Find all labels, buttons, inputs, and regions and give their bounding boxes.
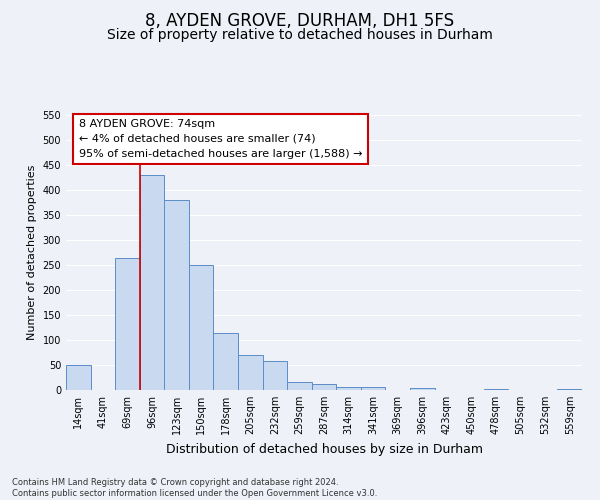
Bar — [484, 388, 508, 390]
Bar — [287, 382, 312, 390]
Bar — [66, 365, 91, 390]
Text: 8, AYDEN GROVE, DURHAM, DH1 5FS: 8, AYDEN GROVE, DURHAM, DH1 5FS — [145, 12, 455, 30]
Bar — [410, 388, 434, 390]
Bar — [312, 384, 336, 390]
Text: 8 AYDEN GROVE: 74sqm
← 4% of detached houses are smaller (74)
95% of semi-detach: 8 AYDEN GROVE: 74sqm ← 4% of detached ho… — [79, 119, 362, 158]
Bar — [164, 200, 189, 390]
Y-axis label: Number of detached properties: Number of detached properties — [27, 165, 37, 340]
X-axis label: Distribution of detached houses by size in Durham: Distribution of detached houses by size … — [166, 442, 482, 456]
Bar — [557, 388, 582, 390]
Bar — [115, 258, 140, 390]
Bar — [214, 332, 238, 390]
Bar — [263, 361, 287, 390]
Text: Size of property relative to detached houses in Durham: Size of property relative to detached ho… — [107, 28, 493, 42]
Bar — [189, 265, 214, 390]
Bar — [361, 387, 385, 390]
Bar — [336, 386, 361, 390]
Text: Contains HM Land Registry data © Crown copyright and database right 2024.
Contai: Contains HM Land Registry data © Crown c… — [12, 478, 377, 498]
Bar — [140, 175, 164, 390]
Bar — [238, 355, 263, 390]
